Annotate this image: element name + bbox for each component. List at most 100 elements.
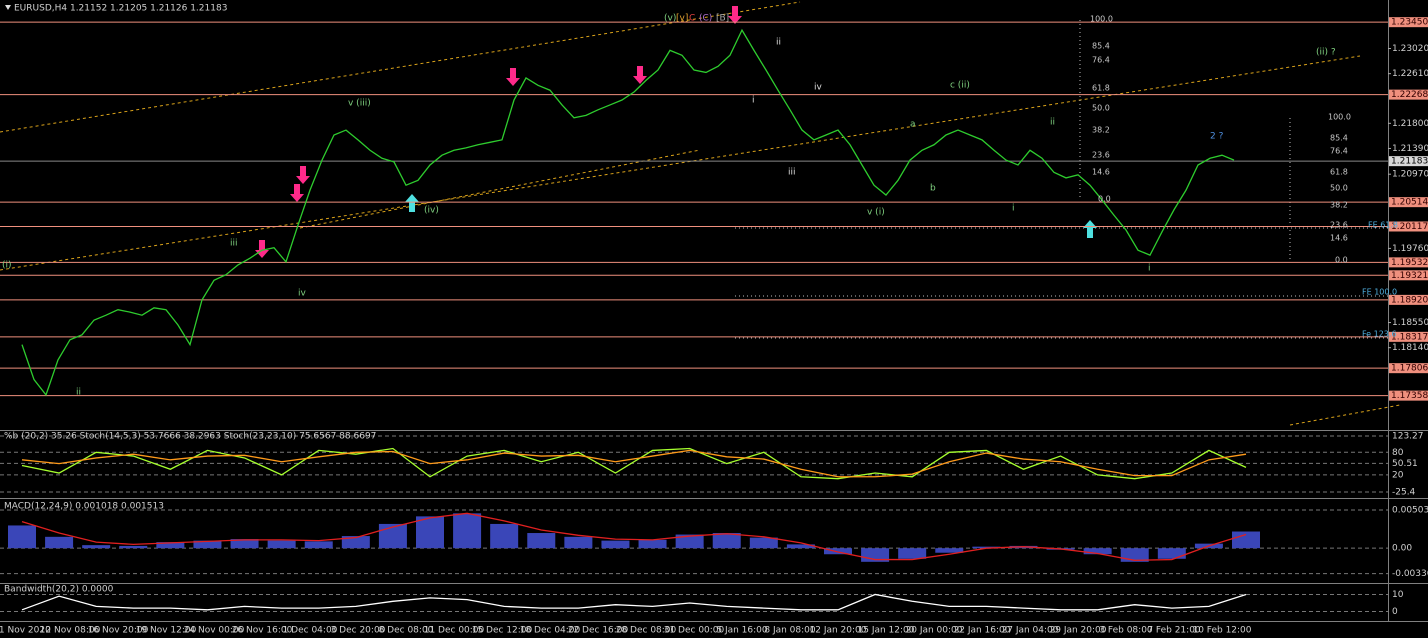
fib-label: 61.8 <box>1092 84 1110 93</box>
x-tick-label: 28 Dec 08:00 <box>616 626 677 636</box>
signal-arrows <box>255 6 1097 258</box>
histogram-bar <box>638 539 667 549</box>
wave-label: (ii) ? <box>1316 48 1336 58</box>
x-tick-label: 29 Jan 20:00 <box>1050 626 1107 636</box>
fib-label: 100.0 <box>1328 113 1351 122</box>
wave-label: (iv) <box>424 206 439 216</box>
buy-arrow <box>1083 220 1097 238</box>
wave-label: b <box>930 184 936 194</box>
x-tick-label: 5 Jan 16:00 <box>716 626 768 636</box>
histogram-bar <box>156 542 185 549</box>
histogram-bar <box>304 541 333 549</box>
wave-label: [v] <box>676 14 688 24</box>
sell-arrow <box>728 6 742 24</box>
wave-label: iii <box>788 168 796 178</box>
histogram-bar <box>378 523 407 549</box>
histogram-bar <box>972 546 1001 549</box>
wave-label: iv <box>298 289 307 299</box>
x-tick-label: 18 Dec 04:00 <box>520 626 581 636</box>
fib-label: 14.6 <box>1330 234 1348 243</box>
indicator-line <box>21 447 1247 480</box>
indicator-line <box>21 449 1247 478</box>
fib-label: 61.8 <box>1330 168 1348 177</box>
x-tick-label: 19 Nov 12:00 <box>136 626 197 636</box>
menu-triangle[interactable] <box>5 5 11 10</box>
level-label-box <box>1389 197 1428 208</box>
x-tick-label: 26 Nov 16:00 <box>232 626 293 636</box>
y-tick-label: 1.21800 <box>1392 119 1428 129</box>
wave-label: C <box>689 14 695 24</box>
y-tick-label: 0.005033 <box>1392 506 1428 516</box>
x-tick-label: 11 Nov 2020 <box>0 626 51 636</box>
level-label-box <box>1389 221 1428 232</box>
level-label: 1.18920 <box>1391 295 1428 305</box>
sell-arrow <box>255 240 269 258</box>
level-label: 1.17806 <box>1391 364 1428 374</box>
x-tick-label: 15 Dec 12:00 <box>472 626 533 636</box>
wave-label: iv <box>814 83 823 93</box>
y-tick-label: 0.00 <box>1392 544 1412 554</box>
x-tick-label: 12 Jan 20:00 <box>810 626 867 636</box>
x-tick-label: 20 Jan 00:00 <box>906 626 963 636</box>
histogram-bar <box>601 540 630 549</box>
histogram-bar <box>490 523 519 549</box>
histogram-bar <box>341 536 370 549</box>
pane-title: %b (20,2) 35.26 Stoch(14,5,3) 53.7666 38… <box>4 432 376 442</box>
y-tick-label: 80 <box>1392 448 1404 458</box>
y-tick-label: 1.23020 <box>1392 44 1428 54</box>
fib-label: FE 61.8 <box>1368 221 1398 230</box>
wave-label: (i) <box>2 261 12 271</box>
wave-label: iii <box>230 239 238 249</box>
buy-arrow <box>405 194 419 212</box>
histogram-bar <box>749 537 778 549</box>
histogram-bar <box>898 548 927 559</box>
y-tick-label: 20 <box>1392 470 1404 480</box>
fib-lines <box>735 20 1388 339</box>
current-price-label: 1.21183 <box>1391 157 1428 167</box>
histogram-bar <box>267 540 296 549</box>
wave-label: [B] <box>716 14 729 24</box>
histogram-bar <box>712 533 741 549</box>
x-tick-label: 16 Nov 20:00 <box>88 626 149 636</box>
level-label-box <box>1389 331 1428 342</box>
histogram-bar <box>1232 531 1260 549</box>
fib-label: 38.2 <box>1092 126 1110 135</box>
histogram-bar <box>416 516 444 549</box>
histogram-bar <box>193 540 222 549</box>
fib-label: 23.6 <box>1092 151 1110 160</box>
sell-arrow <box>506 68 520 86</box>
x-tick-label: 11 Dec 00:00 <box>424 626 485 636</box>
wave-label: a <box>910 120 916 130</box>
pane-title: MACD(12,24,9) 0.001018 0.001513 <box>4 502 164 512</box>
level-label: 1.22268 <box>1391 90 1428 100</box>
histogram-bar <box>824 548 852 555</box>
fib-label: 50.0 <box>1092 104 1110 113</box>
wave-label: i <box>752 96 755 106</box>
fib-label: 38.2 <box>1330 201 1348 210</box>
wave-label: i <box>1148 264 1151 274</box>
y-tick-label: 1.22610 <box>1392 69 1428 79</box>
sell-arrow <box>296 166 310 184</box>
x-tick-label: 22 Dec 16:00 <box>568 626 629 636</box>
x-tick-label: 15 Jan 12:00 <box>858 626 915 636</box>
channel-line <box>0 55 1361 271</box>
channel-line <box>1289 404 1401 426</box>
fib-label: 100.0 <box>1090 15 1113 24</box>
wave-label: v (iii) <box>348 99 371 109</box>
x-tick-label: 24 Nov 00:00 <box>184 626 245 636</box>
channel-line <box>299 149 701 229</box>
x-tick-label: 3 Feb 08:00 <box>1099 626 1153 636</box>
histogram-bar <box>230 539 259 549</box>
level-label-box <box>1389 363 1428 374</box>
wave-label: i <box>1012 204 1015 214</box>
fib-label: 50.0 <box>1330 184 1348 193</box>
y-tick-label: 1.20970 <box>1392 170 1428 180</box>
level-label-box <box>1389 390 1428 401</box>
level-label-box <box>1389 294 1428 305</box>
y-tick-label: 10 <box>1392 590 1404 600</box>
histogram-bar <box>453 513 482 549</box>
chart-title: EURUSD,H4 1.21152 1.21205 1.21126 1.2118… <box>14 4 227 14</box>
y-tick-label: 123.27 <box>1392 432 1424 442</box>
level-label: 1.18317 <box>1391 332 1428 342</box>
wave-label: (C) <box>699 14 712 24</box>
